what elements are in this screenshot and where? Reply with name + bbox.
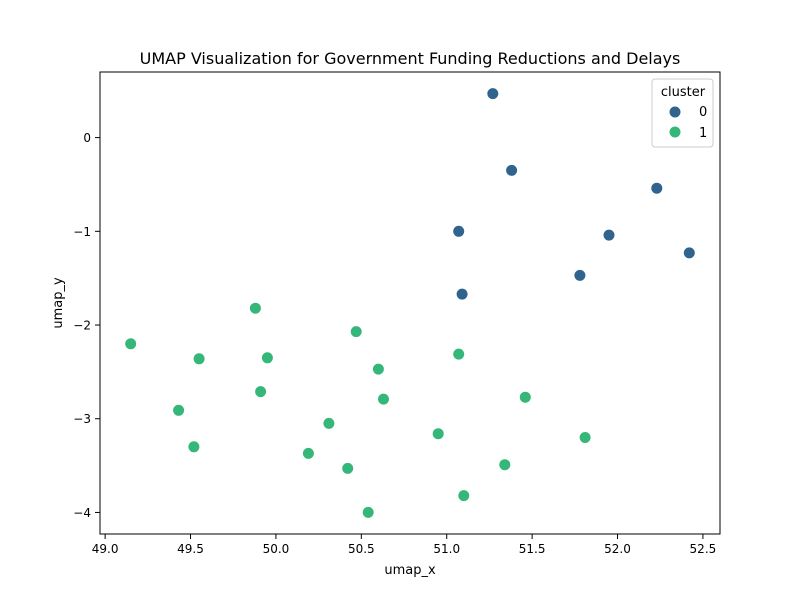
x-tick-label: 51.0	[433, 542, 460, 556]
x-tick-label: 49.5	[177, 542, 204, 556]
cluster-0-point	[682, 246, 696, 260]
y-tick-label: −2	[73, 319, 91, 333]
cluster-1-point	[371, 362, 385, 376]
x-axis-ticks: 49.0 49.5 50.0 50.5 51.0 51.5 52.0 52.5	[92, 534, 717, 556]
cluster-1-point	[192, 352, 206, 366]
y-tick-label: 0	[83, 131, 91, 145]
cluster-0-point	[650, 181, 664, 195]
cluster-1-point	[377, 392, 390, 406]
cluster-1-point	[322, 416, 336, 430]
cluster-1-point	[452, 347, 466, 361]
cluster-1-point	[518, 390, 532, 404]
legend-label-cluster-0: 0	[699, 105, 707, 120]
cluster-1-point	[457, 489, 471, 503]
y-axis-ticks: 0 −1 −2 −3 −4	[73, 131, 100, 520]
cluster-0-point	[602, 228, 616, 242]
chart-title: UMAP Visualization for Government Fundin…	[140, 49, 681, 68]
cluster-1-point	[124, 337, 138, 351]
cluster-1-point	[361, 505, 375, 519]
cluster-0-point	[486, 87, 500, 101]
cluster-1-point	[187, 440, 201, 454]
cluster-1-point	[498, 458, 512, 472]
x-tick-label: 52.5	[690, 542, 717, 556]
cluster-1-point	[349, 325, 363, 339]
y-tick-label: −3	[73, 412, 91, 426]
x-tick-label: 50.0	[263, 542, 290, 556]
cluster-1-point	[301, 446, 315, 460]
y-axis-label: umap_y	[51, 277, 66, 329]
x-tick-label: 51.5	[519, 542, 546, 556]
cluster-1-point	[578, 431, 592, 444]
y-tick-label: −1	[73, 225, 91, 239]
x-axis-label: umap_x	[384, 563, 436, 578]
cluster-1-point	[341, 461, 355, 475]
cluster-0-point	[455, 287, 469, 301]
legend-marker-cluster-1	[668, 125, 682, 139]
legend: cluster 0 1	[651, 78, 714, 148]
points-layer	[124, 87, 696, 519]
cluster-1-point	[254, 385, 268, 399]
cluster-1-point	[172, 403, 186, 417]
legend-marker-cluster-0	[668, 105, 682, 119]
cluster-1-point	[431, 427, 445, 441]
x-tick-label: 52.0	[604, 542, 631, 556]
x-tick-label: 49.0	[92, 542, 119, 556]
legend-title: cluster	[661, 85, 706, 100]
cluster-0-point	[452, 224, 466, 238]
cluster-1-point	[248, 301, 262, 315]
x-tick-label: 50.5	[348, 542, 375, 556]
legend-frame	[651, 78, 714, 148]
y-tick-label: −4	[73, 506, 91, 520]
cluster-0-point	[505, 163, 519, 177]
legend-label-cluster-1: 1	[699, 126, 707, 141]
plot-frame	[99, 71, 721, 535]
cluster-0-point	[573, 268, 587, 282]
cluster-1-point	[260, 351, 274, 365]
